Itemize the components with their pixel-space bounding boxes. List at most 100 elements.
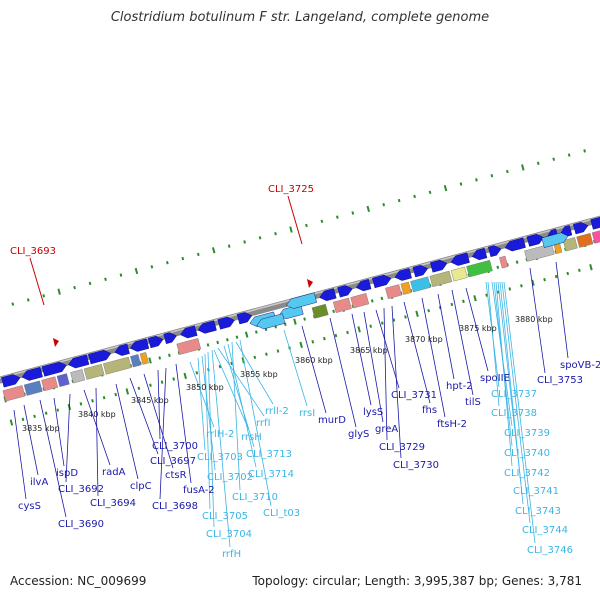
- scale-tick: [196, 252, 200, 257]
- scale-tick: [475, 178, 478, 182]
- feature-block: [576, 233, 594, 248]
- scale-tick: [531, 279, 535, 286]
- gene-label: CLI_3741: [513, 486, 559, 497]
- scale-tick: [459, 182, 463, 186]
- gene-label: CLI_3702: [207, 472, 253, 483]
- label-leader: [227, 343, 257, 468]
- scale-tick: [33, 414, 36, 418]
- gene-label: CLI_3744: [522, 525, 568, 536]
- scale-tick: [496, 290, 500, 294]
- label-leader: [23, 404, 39, 476]
- scale-tick: [276, 349, 280, 353]
- gene-label: CLI_3690: [58, 519, 104, 530]
- scale-tick: [404, 315, 407, 319]
- gene-label: CLI_3740: [504, 448, 550, 459]
- scale-tick: [26, 298, 30, 302]
- scale-tick: [335, 215, 339, 219]
- scale-tick: [351, 211, 355, 215]
- scale-label: 3850 kbp: [186, 383, 224, 392]
- feature-block: [70, 369, 86, 384]
- marker-line: [287, 195, 303, 245]
- gene-arrow: [217, 316, 235, 330]
- scale-tick: [168, 353, 171, 358]
- gene-arrow: [560, 225, 573, 237]
- feature-block: [562, 237, 578, 252]
- gene-label: CLI_t03: [263, 508, 300, 519]
- scale-tick: [134, 267, 139, 275]
- scale-tick: [293, 318, 297, 325]
- gene-arrow: [355, 278, 372, 292]
- gene-label: CLI_3698: [152, 501, 198, 512]
- gene-label: spoVB-2: [560, 360, 600, 371]
- map-title: Clostridium botulinum F str. Langeland, …: [110, 10, 490, 25]
- scale-tick: [450, 302, 454, 307]
- scale-tick: [567, 153, 571, 157]
- feature-block: [139, 352, 149, 365]
- gene-label: fusA-2: [183, 485, 215, 496]
- feature-block: [410, 276, 431, 293]
- scale-tick: [79, 402, 83, 406]
- label-leader: [143, 373, 174, 469]
- label-leader: [159, 367, 167, 500]
- feature-block: [23, 380, 43, 396]
- scale-tick: [114, 392, 118, 397]
- scale-tick: [490, 174, 494, 178]
- rrna-arrow: [541, 232, 569, 248]
- scale-tick: [57, 288, 61, 295]
- gene-label: ilvA: [30, 477, 48, 488]
- gene-label: rrlH-2: [206, 429, 234, 440]
- marker-arrowhead: [53, 338, 59, 347]
- label-leader: [39, 399, 67, 518]
- feature-block: [103, 356, 132, 375]
- scale-tick: [346, 330, 349, 335]
- scale-tick: [149, 383, 152, 387]
- label-leader: [487, 281, 500, 407]
- gene-label: CLI_3700: [152, 441, 198, 452]
- scale-tick: [508, 287, 512, 291]
- scale-tick: [397, 198, 401, 203]
- scale-tick: [102, 395, 106, 400]
- gene-arrow: [337, 285, 353, 298]
- scale-tick: [119, 273, 123, 277]
- scale-labels: 3835 kbp 3840 kbp 3845 kbp 3850 kbp 3855 kbp…: [22, 315, 553, 433]
- gene-labels: cysS ilvA CLI_3690 ispD CLI_3692 radA CLI_3694…: [18, 360, 600, 560]
- scale-tick: [125, 388, 130, 395]
- label-leader: [403, 301, 431, 404]
- scale-tick: [370, 299, 374, 303]
- feature-block: [429, 270, 453, 288]
- feature-block: [385, 284, 402, 300]
- gene-label: hpt-2: [446, 381, 473, 392]
- scale-tick: [44, 411, 48, 415]
- scale-tick: [165, 260, 169, 265]
- scale-tick: [274, 231, 277, 236]
- feature-block: [332, 297, 352, 313]
- label-leader: [204, 353, 211, 510]
- scale-tick: [473, 295, 477, 302]
- gene-label: greA: [375, 424, 398, 435]
- gene-label: CLI_3705: [202, 511, 248, 522]
- label-leader: [421, 297, 446, 418]
- scale-tick: [56, 408, 60, 412]
- scale-tick: [443, 184, 448, 192]
- scale-tick: [216, 340, 220, 345]
- gene-label: CLI_3737: [491, 389, 537, 400]
- gene-label: ctsR: [165, 470, 187, 481]
- scale-label: 3855 kbp: [240, 370, 278, 379]
- label-leader: [201, 355, 216, 471]
- scale-tick: [265, 352, 268, 356]
- gene-label: CLI_3730: [393, 460, 439, 471]
- scale-tick: [589, 264, 593, 271]
- scale-tick: [137, 386, 141, 391]
- label-leader: [231, 341, 241, 491]
- gene-label: tilS: [465, 397, 481, 408]
- gene-arrow: [147, 335, 164, 349]
- scale-tick: [289, 226, 293, 233]
- gene-label: rrfI: [256, 418, 271, 429]
- gene-label: CLI_3713: [246, 449, 292, 460]
- gene-arrow: [526, 233, 544, 247]
- scale-tick: [244, 331, 249, 338]
- label-leader: [437, 293, 455, 380]
- gene-label: rrlI-2: [265, 406, 289, 417]
- label-leader: [501, 281, 531, 524]
- gene-label: CLI_3714: [248, 469, 294, 480]
